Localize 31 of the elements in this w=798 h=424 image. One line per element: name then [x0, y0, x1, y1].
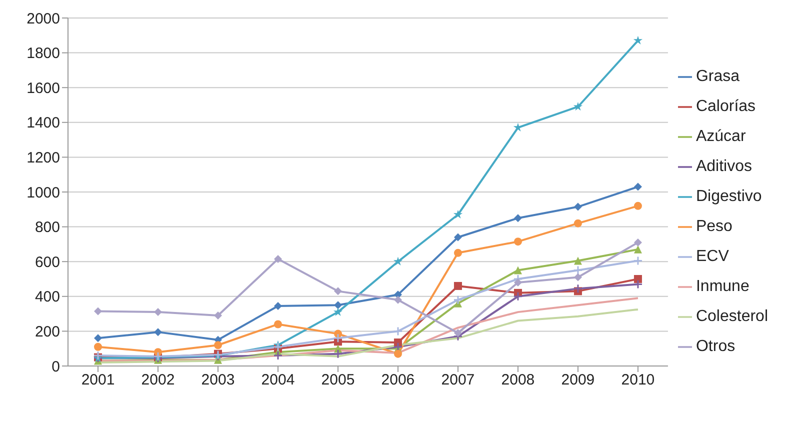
legend-label: Calorías	[696, 98, 756, 115]
x-tick-label: 2001	[81, 372, 115, 389]
legend-label: Otros	[696, 338, 736, 355]
y-tick-label: 1200	[26, 150, 60, 167]
y-tick-label: 2000	[26, 10, 60, 28]
x-tick-label: 2002	[141, 372, 175, 389]
legend-label: Aditivos	[696, 158, 752, 175]
x-tick-label: 2010	[621, 372, 655, 389]
y-tick-label: 800	[34, 219, 60, 236]
x-tick-label: 2006	[381, 372, 415, 389]
legend-label: Inmune	[696, 278, 750, 295]
legend-label: Azúcar	[696, 128, 746, 145]
y-tick-label: 200	[34, 324, 60, 341]
y-tick-label: 1600	[26, 80, 60, 97]
y-tick-label: 1000	[26, 184, 60, 202]
y-tick-label: 1400	[26, 114, 60, 132]
y-tick-label: 600	[34, 254, 60, 271]
legend-label: Digestivo	[696, 188, 762, 205]
y-tick-label: 1800	[26, 45, 60, 62]
legend-label: Peso	[696, 218, 732, 235]
y-tick-label: 0	[52, 358, 60, 376]
legend-label: Grasa	[696, 68, 740, 85]
x-tick-label: 2004	[261, 372, 295, 389]
x-tick-label: 2009	[561, 372, 595, 389]
legend-label: Colesterol	[696, 308, 768, 325]
x-tick-label: 2007	[441, 372, 475, 389]
y-tick-label: 400	[34, 288, 60, 306]
x-tick-label: 2008	[501, 372, 535, 389]
x-tick-label: 2003	[201, 372, 235, 389]
legend-label: ECV	[696, 248, 729, 265]
x-tick-label: 2005	[321, 372, 355, 389]
